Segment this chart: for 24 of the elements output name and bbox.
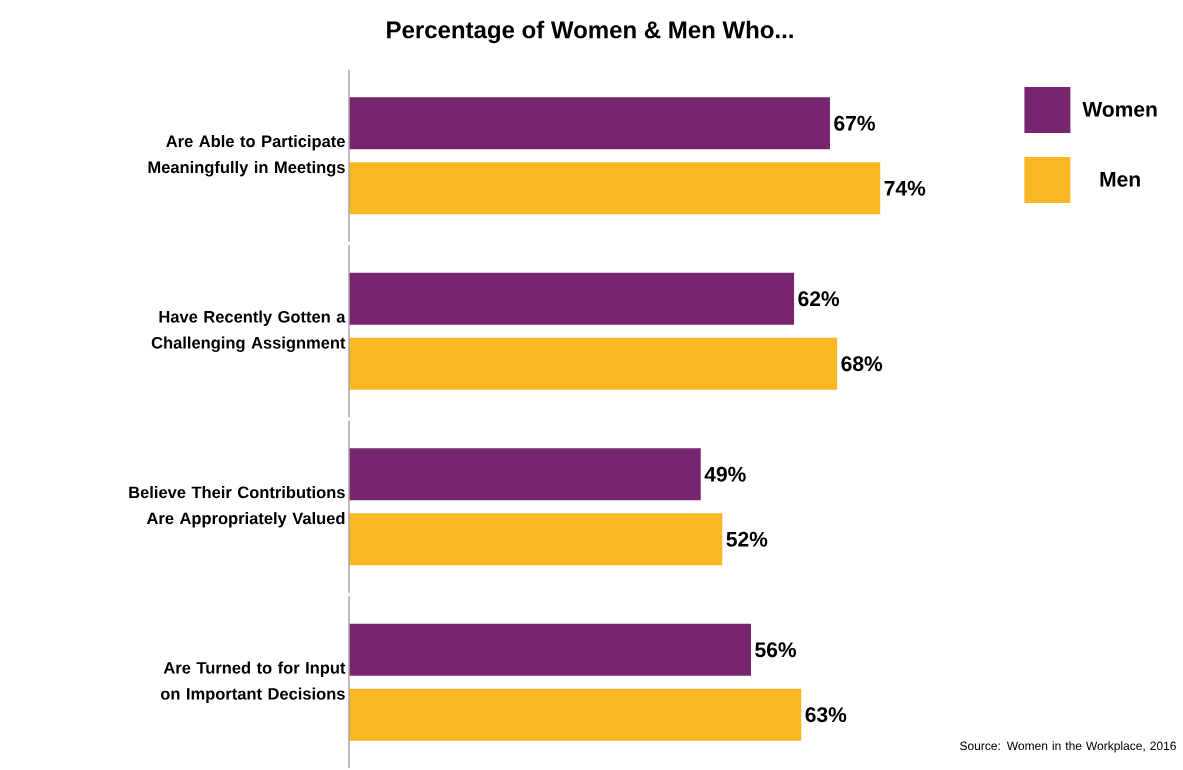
- chart-title: Percentage of Women & Men Who...: [387, 20, 793, 44]
- data-label: 63%: [805, 707, 847, 723]
- bar: [349, 623, 751, 676]
- data-label: 67%: [834, 115, 875, 131]
- data-label: 68%: [841, 356, 883, 372]
- bar: [349, 513, 723, 566]
- bar: [349, 337, 838, 390]
- data-label: 62%: [798, 291, 840, 307]
- bar: [349, 448, 701, 501]
- bar: [349, 162, 881, 215]
- y-tick-label: Are Able to Participate Meaningfully in Meetings: [148, 135, 345, 177]
- y-tick-label: Are Turned to for Input on Important Decisions: [160, 661, 346, 703]
- data-label: 56%: [755, 642, 796, 658]
- data-label: 49%: [704, 466, 746, 482]
- data-label: 52%: [726, 531, 768, 547]
- bar: [349, 688, 802, 741]
- y-tick-label: Have Recently Gotten a Challenging Assignment: [151, 310, 346, 352]
- bar: [349, 97, 830, 150]
- bar: [349, 272, 795, 325]
- y-tick-label: Believe Their Contributions Are Appropriately Valued: [129, 486, 345, 528]
- legend-label: Women: [1082, 102, 1157, 117]
- data-label: 74%: [884, 180, 926, 196]
- source-note: Source: Women in the Workplace, 2016: [960, 741, 1176, 753]
- legend-label: Men: [1100, 172, 1140, 187]
